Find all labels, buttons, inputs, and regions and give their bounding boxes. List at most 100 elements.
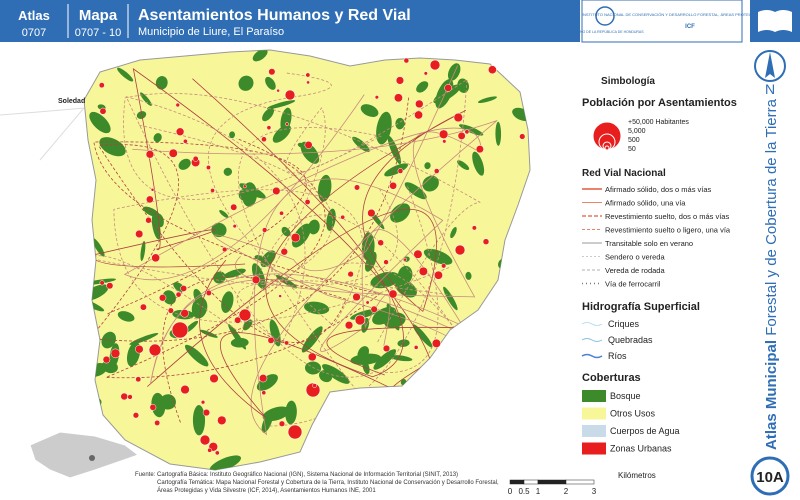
settlement	[431, 338, 441, 348]
forest-patch	[265, 76, 276, 90]
forest-patch	[304, 361, 322, 375]
size-label: 5,000	[628, 128, 646, 135]
scale-label: 2	[564, 487, 569, 496]
settlement	[305, 72, 311, 78]
forest-patch	[460, 387, 490, 401]
settlement	[180, 309, 189, 318]
settlement	[312, 383, 317, 388]
scale-bar: 0 0.5 1 2 3	[508, 479, 597, 496]
forest-patch	[304, 301, 330, 315]
settlement	[394, 93, 403, 103]
forest-patch	[384, 163, 409, 177]
place-label: Soledad	[58, 98, 85, 105]
subtitle: Municipio de Liure, El Paraíso	[138, 26, 284, 38]
size-label: 500	[628, 137, 640, 144]
settlement	[180, 384, 190, 395]
settlement	[135, 229, 144, 239]
settlement	[383, 259, 389, 265]
forest-patch	[498, 281, 516, 299]
book-icon	[758, 10, 792, 32]
settlement	[306, 80, 310, 85]
settlement	[457, 131, 466, 140]
settlement	[453, 112, 463, 123]
forest-patch	[389, 355, 413, 362]
settlement	[210, 188, 215, 193]
map-code: 0707 - 10	[75, 27, 121, 39]
road-label: Vía de ferrocarril	[605, 280, 661, 289]
hydro-label: Quebradas	[608, 335, 653, 345]
scale-segment	[509, 479, 525, 485]
road-label: Afirmado sólido, dos o más vías	[605, 185, 712, 194]
source-line: Fuente: Cartografía Básica: Instituto Ge…	[135, 472, 458, 478]
settlement	[287, 424, 303, 440]
settlement	[395, 76, 405, 85]
settlement	[267, 336, 275, 344]
settlement	[207, 447, 213, 453]
settlement	[135, 376, 142, 383]
settlement	[214, 450, 220, 456]
settlement	[110, 348, 121, 359]
settlement	[200, 400, 206, 405]
forest-patch	[473, 312, 484, 329]
settlement	[280, 248, 288, 256]
title: Asentamientos Humanos y Red Vial	[138, 7, 411, 24]
forest-patch	[390, 203, 411, 223]
road-label: Vereda de rodada	[605, 266, 665, 275]
settlement	[222, 246, 228, 253]
road	[123, 94, 482, 298]
settlement	[413, 249, 423, 259]
legend-title: Simbología	[601, 76, 655, 87]
north-label: N	[765, 81, 775, 97]
forest-patch	[406, 441, 428, 462]
settlement	[146, 195, 154, 204]
forest-patch	[341, 443, 352, 456]
scale-unit: Kilómetros	[618, 471, 656, 480]
settlement	[438, 129, 449, 139]
settlement	[148, 343, 162, 357]
settlement	[403, 57, 410, 64]
settlement	[344, 321, 354, 330]
forest-patch	[511, 278, 530, 296]
forest-patch	[424, 162, 431, 170]
forest-patch	[275, 275, 298, 289]
settlement	[145, 150, 155, 159]
settlement	[374, 95, 379, 100]
road-label: Afirmado sólido, una vía	[605, 199, 686, 208]
forest-patch	[447, 63, 461, 81]
scale-segment	[523, 479, 539, 485]
settlement	[154, 419, 161, 426]
forest-patch	[223, 167, 233, 176]
settlement	[205, 289, 212, 296]
forest-patch	[488, 321, 508, 346]
forest-patch	[479, 439, 499, 455]
settlement	[365, 300, 370, 305]
forest-patch	[422, 175, 439, 192]
settlement	[423, 71, 428, 76]
settlement	[183, 138, 188, 144]
forest-patch	[140, 92, 152, 106]
settlement	[230, 203, 238, 211]
settlement	[272, 186, 281, 196]
settlement	[251, 275, 261, 284]
settlement	[98, 82, 105, 89]
road	[147, 78, 467, 387]
settlement	[418, 266, 428, 276]
road	[125, 96, 453, 378]
hydro-label: Criques	[608, 319, 640, 329]
inset-marker	[89, 455, 95, 461]
forest-patch	[426, 447, 435, 454]
source-line: Áreas Protegidas y Vida Silvestre (ICF, …	[157, 487, 376, 494]
forest-patch	[519, 226, 530, 242]
settlement	[278, 420, 286, 427]
forest-patch	[465, 271, 472, 280]
forest-patch	[507, 340, 529, 358]
forest-patch	[366, 430, 377, 444]
legend-section: Red Vial Nacional	[582, 168, 666, 179]
forest-patch	[510, 375, 526, 398]
forest-patch	[219, 209, 229, 218]
settlement	[370, 305, 378, 313]
scale-segment	[537, 479, 567, 485]
cover-label: Zonas Urbanas	[610, 444, 672, 454]
settlement	[232, 224, 237, 229]
settlement	[444, 84, 452, 92]
